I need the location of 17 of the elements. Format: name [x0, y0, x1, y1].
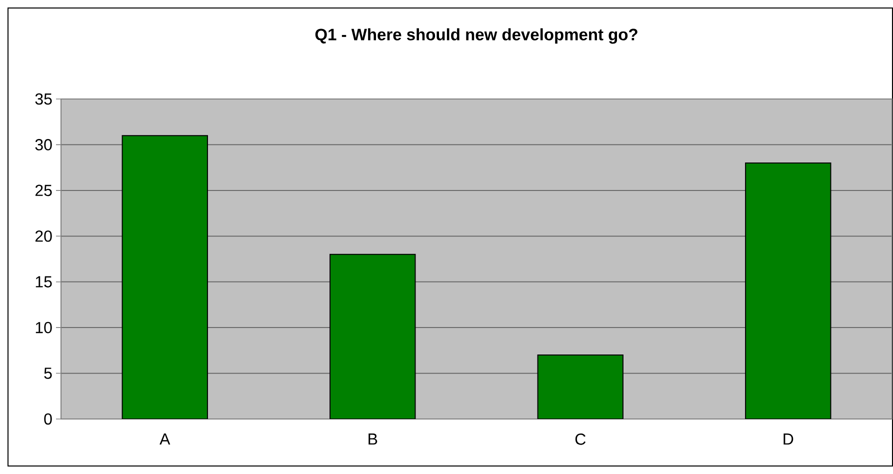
- x-tick-label: C: [575, 434, 586, 445]
- chart-title: Q1 - Where should new development go?: [315, 28, 638, 44]
- bar: [745, 162, 832, 419]
- y-tick-label: 20: [35, 230, 52, 242]
- y-tick-label: 10: [36, 322, 52, 334]
- y-tick-label: 25: [35, 184, 52, 196]
- y-tick-label: 30: [35, 139, 52, 150]
- y-tick-label: 35: [35, 93, 52, 105]
- y-tick-label: 15: [36, 276, 52, 288]
- y-tick-label: 5: [44, 368, 52, 379]
- bar: [537, 354, 624, 419]
- x-tick-label: B: [368, 434, 378, 445]
- x-tick-label: D: [784, 434, 794, 445]
- x-tick-label: A: [160, 434, 170, 445]
- y-tick-label: 0: [44, 413, 52, 425]
- bar: [330, 254, 416, 419]
- bar: [122, 135, 208, 419]
